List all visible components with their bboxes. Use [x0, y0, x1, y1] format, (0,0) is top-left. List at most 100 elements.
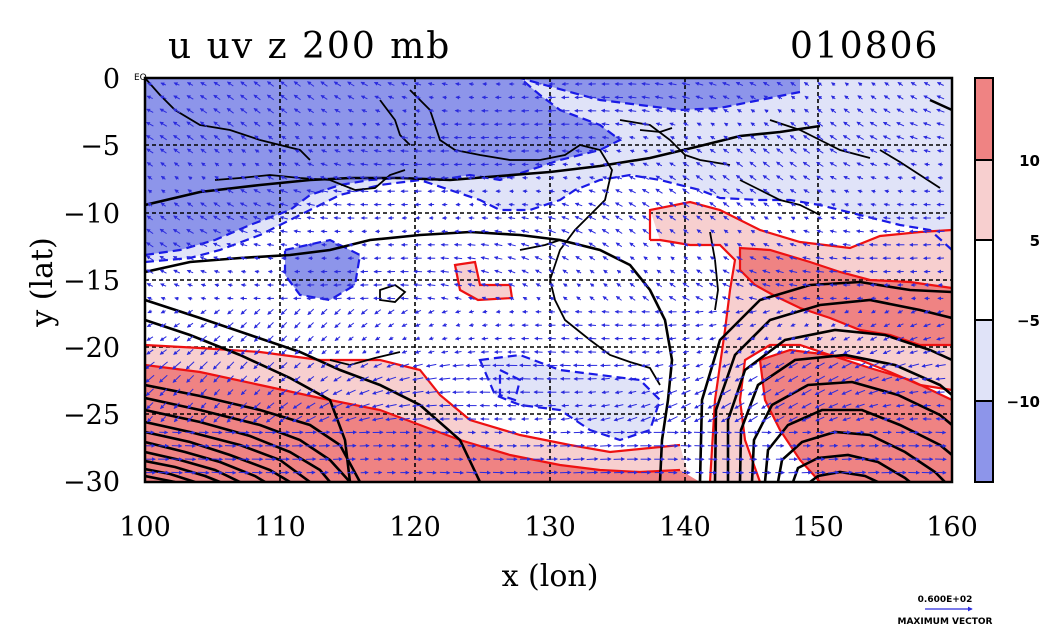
wind-vector [803, 229, 810, 234]
wind-vector [453, 256, 463, 261]
wind-vector [750, 229, 756, 234]
wind-vector [211, 470, 224, 475]
wind-vector [333, 162, 342, 167]
wind-vector [198, 470, 210, 475]
wind-vector [200, 269, 207, 274]
wind-vector [186, 228, 194, 234]
wind-vector [186, 121, 194, 127]
wind-vector [683, 136, 689, 140]
wind-vector [453, 470, 464, 475]
wind-vector [723, 229, 729, 234]
wind-vector [199, 256, 208, 260]
wind-vector [802, 148, 811, 154]
wind-vector [294, 122, 301, 127]
dark-red-southeast-band [760, 350, 952, 482]
wind-vector [348, 122, 354, 127]
wind-vector [441, 82, 448, 87]
wind-vector [332, 430, 344, 435]
wind-vector [816, 121, 824, 127]
wind-vector [279, 189, 288, 194]
wind-vector [630, 269, 635, 274]
wind-vector [253, 175, 261, 180]
wind-vector [669, 242, 676, 247]
wind-vector [735, 188, 743, 194]
wind-vector [936, 108, 945, 113]
wind-vector [736, 256, 743, 261]
wind-vector [764, 109, 769, 114]
wind-vector [160, 202, 166, 207]
wind-vector [387, 95, 395, 100]
x-tick-label: 130 [524, 512, 576, 543]
wind-vector [227, 135, 234, 141]
wind-vector [816, 161, 824, 167]
wind-vector [294, 135, 300, 140]
wind-vector [762, 269, 771, 274]
wind-vector [629, 162, 635, 167]
wind-vector [373, 148, 382, 153]
wind-vector [360, 81, 368, 87]
wind-vector [896, 95, 904, 100]
wind-vector [616, 162, 622, 167]
wind-vector [737, 122, 742, 127]
wind-vector [319, 215, 328, 220]
wind-vector [306, 202, 315, 207]
wind-vector [535, 189, 542, 194]
wind-vector [200, 81, 207, 87]
wind-vector [361, 122, 367, 127]
wind-vector [695, 188, 703, 195]
wind-vector [696, 229, 702, 234]
wind-vector [226, 215, 235, 221]
wind-vector [319, 175, 329, 180]
wind-vector [174, 296, 179, 301]
wind-vector [494, 269, 503, 274]
wind-vector [709, 175, 717, 181]
wind-vector [936, 95, 945, 100]
wind-vector [923, 95, 931, 100]
wind-vector [387, 82, 395, 86]
wind-vector [588, 189, 596, 194]
wind-vector [386, 162, 396, 167]
wind-vector [683, 229, 689, 234]
wind-vector [762, 256, 770, 260]
wind-vector [159, 242, 168, 248]
wind-vector [790, 229, 796, 234]
wind-vector [669, 282, 676, 288]
wind-vector [710, 122, 715, 127]
wind-vector [293, 215, 302, 220]
wind-vector [616, 256, 622, 261]
wind-vector [882, 121, 891, 127]
wind-vector [266, 229, 275, 234]
wind-vector [883, 176, 890, 180]
wind-vector [871, 82, 876, 87]
wind-vector [762, 175, 770, 181]
colorbar-segment-mid-high [975, 160, 993, 240]
wind-vector [629, 135, 636, 140]
wind-vector [803, 203, 810, 207]
wind-vector [586, 470, 599, 475]
wind-vector [815, 269, 824, 274]
wind-vector [562, 176, 568, 180]
wind-vector [211, 443, 224, 448]
wind-vector [480, 256, 490, 261]
wind-vector [494, 216, 502, 221]
wind-vector [159, 134, 167, 141]
wind-vector [682, 215, 690, 221]
wind-vector [226, 202, 234, 207]
wind-vector [561, 242, 570, 247]
wind-vector [400, 135, 408, 140]
wind-vector [453, 282, 463, 287]
wind-vector [856, 162, 864, 167]
wind-vector [587, 323, 597, 328]
wind-vector [736, 109, 742, 113]
wind-vector [776, 175, 784, 181]
wind-vector [428, 95, 434, 100]
wind-vector [708, 81, 717, 86]
wind-vector [896, 135, 905, 140]
wind-vector [641, 108, 650, 113]
wind-vector [346, 189, 355, 194]
wind-vector [159, 108, 167, 114]
wind-vector [788, 282, 798, 287]
wind-vector [870, 95, 877, 100]
y-tick-label: −15 [63, 266, 120, 297]
